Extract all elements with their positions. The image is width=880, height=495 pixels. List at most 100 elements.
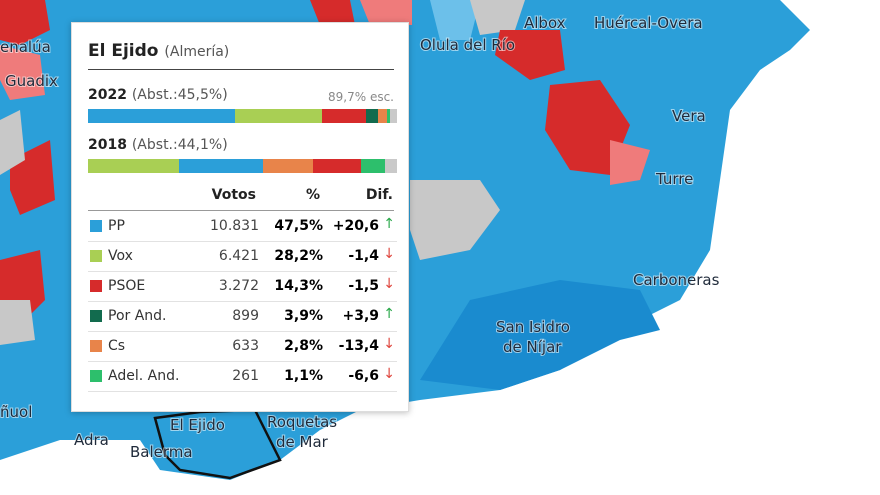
region: [0, 0, 50, 45]
region: [360, 0, 412, 25]
separator: [88, 69, 394, 70]
separator: [88, 210, 394, 211]
share-segment: [234, 109, 322, 123]
trend-arrow: ↑: [383, 306, 395, 322]
election-year: 2018: [88, 137, 127, 153]
trend-arrow: ↑: [383, 216, 395, 232]
percentage: 28,2%: [274, 248, 323, 264]
region: [410, 180, 500, 260]
tooltip: El Ejido (Almería) 2022 (Abst.:45,5%) 89,…: [71, 22, 409, 412]
share-segment: [321, 109, 367, 123]
column-header: %: [305, 187, 320, 203]
region: [610, 140, 650, 185]
region: [420, 280, 660, 390]
party-swatch: [90, 280, 102, 292]
scrutiny: 89,7% esc.: [328, 90, 394, 104]
place-label: ñuol: [0, 403, 32, 421]
share-bar: [88, 159, 397, 173]
percentage: 1,1%: [284, 368, 323, 384]
share-segment: [312, 159, 362, 173]
share-segment: [366, 109, 379, 123]
votes: 3.272: [218, 278, 259, 294]
region: [0, 110, 25, 175]
region: [430, 0, 480, 40]
place-label: San Isidro: [496, 318, 570, 336]
region: [545, 80, 630, 175]
place-label: Turre: [655, 170, 693, 188]
party-swatch: [90, 220, 102, 232]
tooltip-title: El Ejido (Almería): [88, 41, 229, 61]
votes: 633: [232, 338, 259, 354]
column-header: Dif.: [365, 187, 393, 203]
result-row: Vox 6.421 28,2% -1,4 ↓: [88, 241, 397, 272]
region: [0, 45, 45, 100]
region: [470, 0, 525, 35]
share-segment: [262, 159, 313, 173]
place-label: de Níjar: [503, 338, 562, 356]
party-swatch: [90, 340, 102, 352]
difference: -6,6: [348, 368, 379, 384]
difference: +3,9: [342, 308, 379, 324]
place-label: Carboneras: [633, 271, 720, 289]
share-segment: [179, 159, 263, 173]
municipality: El Ejido: [88, 41, 159, 61]
place-label: Guadix: [5, 72, 58, 90]
place-label: Vera: [672, 107, 706, 125]
share-segment: [361, 159, 386, 173]
difference: +20,6: [332, 218, 379, 234]
party-swatch: [90, 370, 102, 382]
trend-arrow: ↓: [383, 336, 395, 352]
percentage: 3,9%: [284, 308, 323, 324]
place-label: El Ejido: [170, 416, 225, 434]
party-name: Cs: [108, 338, 126, 354]
province: (Almería): [164, 44, 230, 60]
result-row: PP 10.831 47,5% +20,6 ↑: [88, 211, 397, 242]
votes: 899: [232, 308, 259, 324]
votes: 10.831: [210, 218, 259, 234]
place-label: Roquetas: [267, 413, 337, 431]
result-row: Por And. 899 3,9% +3,9 ↑: [88, 301, 397, 332]
trend-arrow: ↓: [383, 366, 395, 382]
difference: -13,4: [338, 338, 379, 354]
place-label: Adra: [74, 431, 109, 449]
trend-arrow: ↓: [383, 276, 395, 292]
party-name: Por And.: [108, 308, 167, 324]
votes: 6.421: [218, 248, 259, 264]
place-label: Olula del Río: [420, 36, 515, 54]
abstention: (Abst.:45,5%): [131, 87, 228, 103]
place-label: de Mar: [276, 433, 329, 451]
votes: 261: [232, 368, 259, 384]
party-name: PSOE: [108, 278, 146, 294]
region: [310, 0, 355, 25]
election-label: 2018 (Abst.:44,1%): [88, 137, 228, 153]
party-swatch: [90, 250, 102, 262]
party-name: Adel. And.: [108, 368, 180, 384]
result-row: PSOE 3.272 14,3% -1,5 ↓: [88, 271, 397, 302]
result-row: Adel. And. 261 1,1% -6,6 ↓: [88, 361, 397, 392]
region: [0, 300, 35, 345]
party-name: PP: [108, 218, 125, 234]
percentage: 2,8%: [284, 338, 323, 354]
abstention: (Abst.:44,1%): [131, 137, 228, 153]
election-label: 2022 (Abst.:45,5%): [88, 87, 228, 103]
place-label: Albox: [524, 14, 566, 32]
share-segment: [378, 109, 387, 123]
column-header: Votos: [211, 187, 256, 203]
place-label: Balerma: [130, 443, 193, 461]
percentage: 14,3%: [274, 278, 323, 294]
place-label: Huércal-Overa: [594, 14, 703, 32]
percentage: 47,5%: [274, 218, 323, 234]
trend-arrow: ↓: [383, 246, 395, 262]
party-swatch: [90, 310, 102, 322]
share-segment: [88, 159, 180, 173]
share-segment: [386, 109, 391, 123]
election-year: 2022: [88, 87, 127, 103]
share-segment: [88, 109, 235, 123]
result-row: Cs 633 2,8% -13,4 ↓: [88, 331, 397, 362]
place-label: enalúa: [0, 38, 51, 56]
share-bar: [88, 109, 397, 123]
party-name: Vox: [108, 248, 133, 264]
